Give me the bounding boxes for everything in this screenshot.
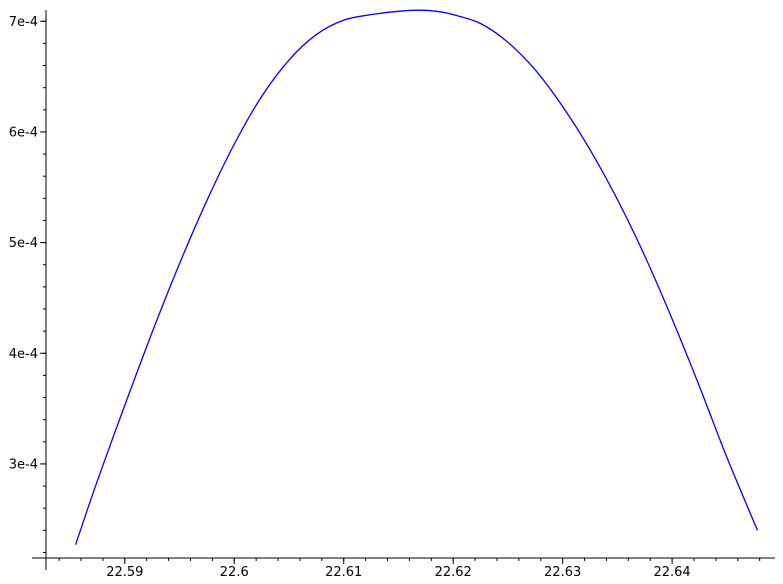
y-tick-label: 3e-4 bbox=[9, 457, 38, 472]
y-tick-label: 5e-4 bbox=[9, 236, 38, 251]
minor-ticks bbox=[43, 20, 761, 561]
series-layer bbox=[74, 9, 759, 545]
y-tick-label: 7e-4 bbox=[9, 15, 38, 30]
x-tick-label: 22.59 bbox=[106, 565, 143, 580]
x-tick-label: 22.63 bbox=[544, 565, 581, 580]
y-tick-label: 4e-4 bbox=[9, 347, 38, 362]
major-ticks bbox=[40, 20, 673, 564]
x-tick-label: 22.6 bbox=[220, 565, 249, 580]
x-tick-label: 22.62 bbox=[435, 565, 472, 580]
tick-labels: 22.59 22.6 22.61 22.62 22.63 22.64 3e-4 4e-4 5e-… bbox=[9, 15, 691, 580]
series-line bbox=[74, 9, 759, 545]
x-tick-label: 22.64 bbox=[653, 565, 690, 580]
x-tick-label: 22.61 bbox=[325, 565, 362, 580]
y-tick-label: 6e-4 bbox=[9, 125, 38, 140]
